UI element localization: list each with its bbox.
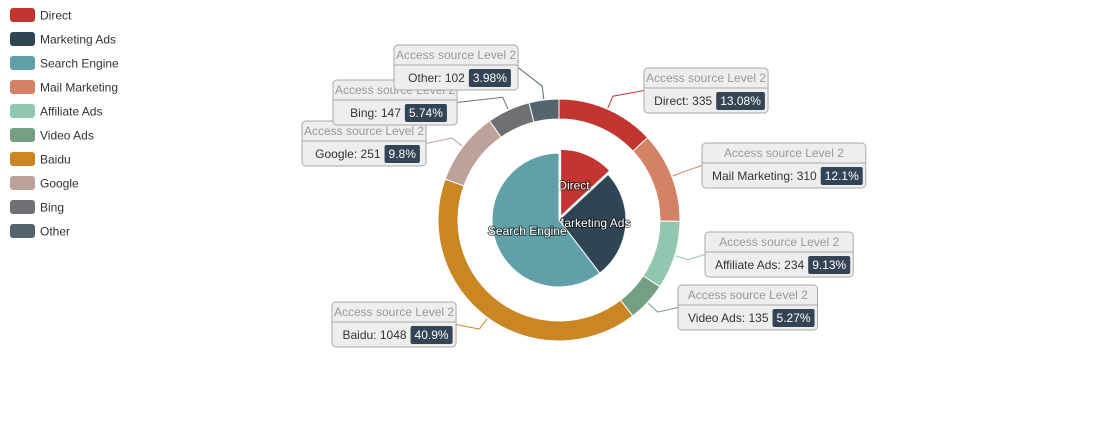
callout-leader-line <box>675 254 706 261</box>
callout-percent: 9.8% <box>389 147 417 161</box>
callout-percent: 5.74% <box>409 106 443 120</box>
inner-slice-search-engine[interactable] <box>491 152 601 288</box>
callout-leader-line <box>455 318 488 330</box>
legend-label: Direct <box>40 9 72 23</box>
callout-title: Access source Level 2 <box>724 146 844 160</box>
legend-swatch <box>10 32 35 46</box>
legend-label: Other <box>40 225 70 239</box>
callout-percent-badge <box>410 326 453 344</box>
legend-swatch <box>10 200 35 214</box>
inner-label-search-engine: Search Engine <box>488 224 567 238</box>
callout-leader-line <box>457 96 509 110</box>
callout-value: Bing: 147 <box>350 106 401 120</box>
legend-swatch <box>10 8 35 22</box>
legend-label: Video Ads <box>40 129 94 143</box>
legend-swatch <box>10 80 35 94</box>
legend-swatch <box>10 128 35 142</box>
callout-percent: 12.1% <box>825 169 859 183</box>
callout-percent-badge <box>716 92 765 110</box>
callout-percent: 5.27% <box>777 311 811 325</box>
callout-percent: 3.98% <box>473 71 507 85</box>
callout-other: Access source Level 2 Other: 102 3.98% <box>393 44 545 100</box>
callout-value: Baidu: 1048 <box>342 328 406 342</box>
callout-percent-badge <box>404 104 447 122</box>
callout-title: Access source Level 2 <box>334 305 454 319</box>
callout-percent: 40.9% <box>415 328 449 342</box>
legend-label: Mail Marketing <box>40 81 118 95</box>
callout-title: Access source Level 2 <box>396 48 516 62</box>
legend-item-marketing-ads[interactable]: Marketing Ads <box>10 32 116 47</box>
callout-percent-badge <box>468 69 511 87</box>
legend-label: Bing <box>40 201 64 215</box>
inner-label-marketing-ads: Marketing Ads <box>554 216 630 230</box>
legend-swatch <box>10 176 35 190</box>
legend-swatch <box>10 152 35 166</box>
inner-slice-marketing-ads[interactable] <box>558 173 627 274</box>
callout-title: Access source Level 2 <box>304 124 424 138</box>
legend-label: Google <box>40 177 79 191</box>
callout-leader-line <box>425 137 463 147</box>
callout-value: Direct: 335 <box>654 94 712 108</box>
legend-item-video-ads[interactable]: Video Ads <box>10 128 94 143</box>
chart-legend: Direct Marketing Ads Search Engine Mail Mar… <box>10 8 119 239</box>
callout-value: Google: 251 <box>315 147 381 161</box>
legend-swatch <box>10 224 35 238</box>
outer-ring <box>437 98 681 342</box>
legend-item-bing[interactable]: Bing <box>10 200 64 215</box>
callout-value: Mail Marketing: 310 <box>712 169 817 183</box>
legend-swatch <box>10 104 35 118</box>
outer-slice-affiliate-ads[interactable] <box>642 220 681 288</box>
legend-item-direct[interactable]: Direct <box>10 8 72 23</box>
legend-item-baidu[interactable]: Baidu <box>10 152 71 167</box>
legend-item-other[interactable]: Other <box>10 224 70 239</box>
callout-value: Video Ads: 135 <box>688 311 769 325</box>
outer-slice-mail-marketing[interactable] <box>632 136 681 222</box>
callout-leader-line <box>647 302 679 313</box>
inner-label-direct: Direct <box>558 179 590 193</box>
callout-percent-badge <box>808 256 851 274</box>
callout-title: Access source Level 2 <box>719 235 839 249</box>
legend-item-google[interactable]: Google <box>10 176 79 191</box>
callout-affiliate-ads: Access source Level 2 Affiliate Ads: 234 9… <box>675 231 854 278</box>
callout-mail-marketing: Access source Level 2 Mail Marketing: 310… <box>672 142 867 189</box>
callout-video-ads: Access source Level 2 Video Ads: 135 5.27% <box>647 284 819 331</box>
legend-label: Affiliate Ads <box>40 105 102 119</box>
outer-slice-google[interactable] <box>444 120 502 187</box>
legend-swatch <box>10 56 35 70</box>
callout-percent: 13.08% <box>720 94 761 108</box>
callout-percent-badge <box>820 167 863 185</box>
legend-item-mail-marketing[interactable]: Mail Marketing <box>10 80 118 95</box>
legend-item-affiliate-ads[interactable]: Affiliate Ads <box>10 104 102 119</box>
callout-percent-badge <box>384 145 420 163</box>
legend-item-search-engine[interactable]: Search Engine <box>10 56 119 71</box>
callout-leader-line <box>517 67 545 100</box>
callout-google: Access source Level 2 Google: 251 9.8% <box>301 120 463 167</box>
callout-leader-line <box>607 90 645 109</box>
callout-title: Access source Level 2 <box>646 71 766 85</box>
legend-label: Search Engine <box>40 57 119 71</box>
legend-label: Marketing Ads <box>40 33 116 47</box>
outer-slice-other[interactable] <box>528 98 560 123</box>
callout-value: Other: 102 <box>408 71 465 85</box>
callout-direct: Access source Level 2 Direct: 335 13.08% <box>607 67 769 114</box>
callout-leader-line <box>672 165 703 177</box>
callout-value: Affiliate Ads: 234 <box>715 258 805 272</box>
outer-slice-direct[interactable] <box>558 98 649 152</box>
callout-percent: 9.13% <box>812 258 846 272</box>
inner-slice-direct[interactable] <box>560 148 611 218</box>
callout-percent-badge <box>772 309 815 327</box>
legend-label: Baidu <box>40 153 71 167</box>
callout-title: Access source Level 2 <box>688 288 808 302</box>
callout-baidu: Access source Level 2 Baidu: 1048 40.9% <box>331 301 488 348</box>
